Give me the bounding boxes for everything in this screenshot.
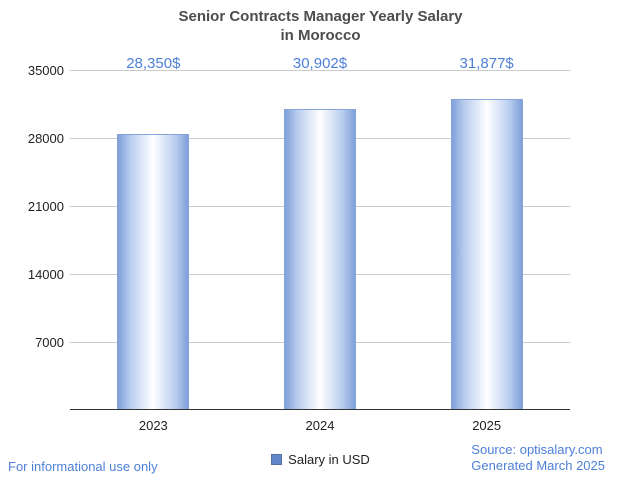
legend: Salary in USD (0, 452, 641, 467)
x-axis-label: 2024 (305, 418, 335, 433)
x-axis-label: 2025 (472, 418, 502, 433)
source-link[interactable]: Source: optisalary.com (471, 442, 603, 457)
gridline (70, 70, 570, 71)
y-axis-tick-label: 35000 (27, 63, 64, 78)
legend-swatch-icon (271, 454, 283, 465)
bar-2025[interactable] (450, 99, 523, 409)
bar-2024[interactable] (284, 108, 356, 409)
generated-date: Generated March 2025 (471, 458, 605, 473)
y-axis-tick-label: 7000 (35, 335, 64, 350)
x-axis-baseline (70, 409, 570, 410)
x-axis-label: 2023 (138, 418, 168, 433)
legend-label: Salary in USD (288, 452, 370, 467)
bar-2023[interactable] (117, 133, 190, 409)
y-axis-tick-label: 21000 (27, 199, 64, 214)
y-axis-tick-label: 28000 (27, 131, 64, 146)
bar-value-label: 31,877$ (459, 55, 514, 72)
chart-title-line2: in Morocco (280, 27, 361, 44)
chart-title: Senior Contracts Manager Yearly Salary i… (0, 7, 641, 45)
bar-value-label: 28,350$ (126, 55, 181, 72)
chart-title-line1: Senior Contracts Manager Yearly Salary (178, 8, 463, 25)
disclaimer-text: For informational use only (8, 459, 158, 474)
source-block: Source: optisalary.com Generated March 2… (471, 442, 605, 474)
plot-area (70, 70, 570, 410)
bar-value-label: 30,902$ (292, 55, 348, 72)
y-axis-tick-label: 14000 (27, 267, 64, 282)
